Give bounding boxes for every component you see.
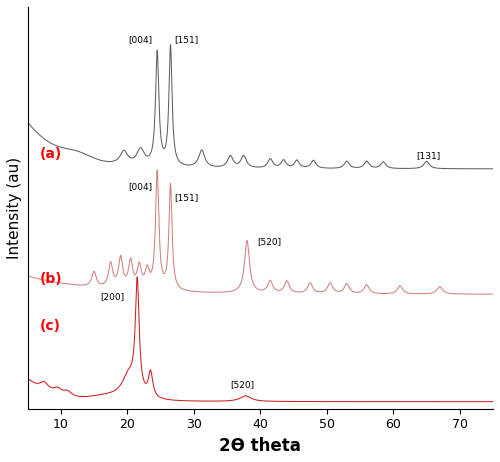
Text: (a): (a) bbox=[40, 146, 62, 161]
Y-axis label: Intensity (au): Intensity (au) bbox=[7, 157, 22, 259]
Text: [131]: [131] bbox=[416, 151, 441, 160]
Text: [004]: [004] bbox=[128, 182, 152, 191]
Text: (c): (c) bbox=[40, 319, 60, 333]
Text: (b): (b) bbox=[40, 272, 62, 286]
Text: [520]: [520] bbox=[230, 380, 254, 389]
Text: [151]: [151] bbox=[174, 193, 198, 202]
Text: [151]: [151] bbox=[174, 35, 198, 44]
Text: [004]: [004] bbox=[128, 35, 152, 44]
X-axis label: 2ϴ theta: 2ϴ theta bbox=[220, 437, 301, 455]
Text: [200]: [200] bbox=[100, 292, 124, 302]
Text: [520]: [520] bbox=[257, 237, 281, 246]
